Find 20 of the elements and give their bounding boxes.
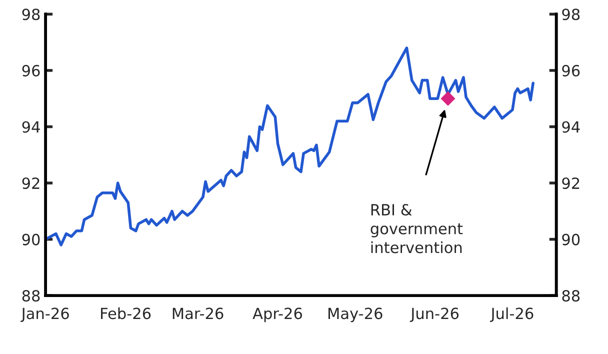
x-tick-label: May-26 xyxy=(328,308,382,322)
y-tick-label: 94 xyxy=(22,121,40,133)
y-tick-label: 92 xyxy=(22,177,40,190)
x-tick-label: Feb-26 xyxy=(101,307,151,320)
y-tick-label: 98 xyxy=(22,8,40,20)
x-tick-label: Mar-26 xyxy=(172,308,224,320)
x-tick-label: Apr-26 xyxy=(252,308,302,322)
x-tick-label: Jul-26 xyxy=(490,307,534,322)
y-tick-label: 88 xyxy=(22,290,40,302)
y-tick-label: 96 xyxy=(22,64,40,76)
y2-tick-label: 92 xyxy=(562,177,580,190)
x-tick-label: Jan-26 xyxy=(20,308,69,322)
y2-tick-label: 94 xyxy=(562,121,580,133)
y2-tick-label: 98 xyxy=(562,8,580,20)
y-tick-label: 90 xyxy=(22,234,40,246)
y2-tick-label: 88 xyxy=(562,290,580,302)
x-tick-label: Jun-26 xyxy=(410,308,459,322)
annotation: RBI & government intervention xyxy=(370,204,463,254)
y2-tick-label: 96 xyxy=(562,64,580,76)
y2-tick-label: 90 xyxy=(562,234,580,246)
